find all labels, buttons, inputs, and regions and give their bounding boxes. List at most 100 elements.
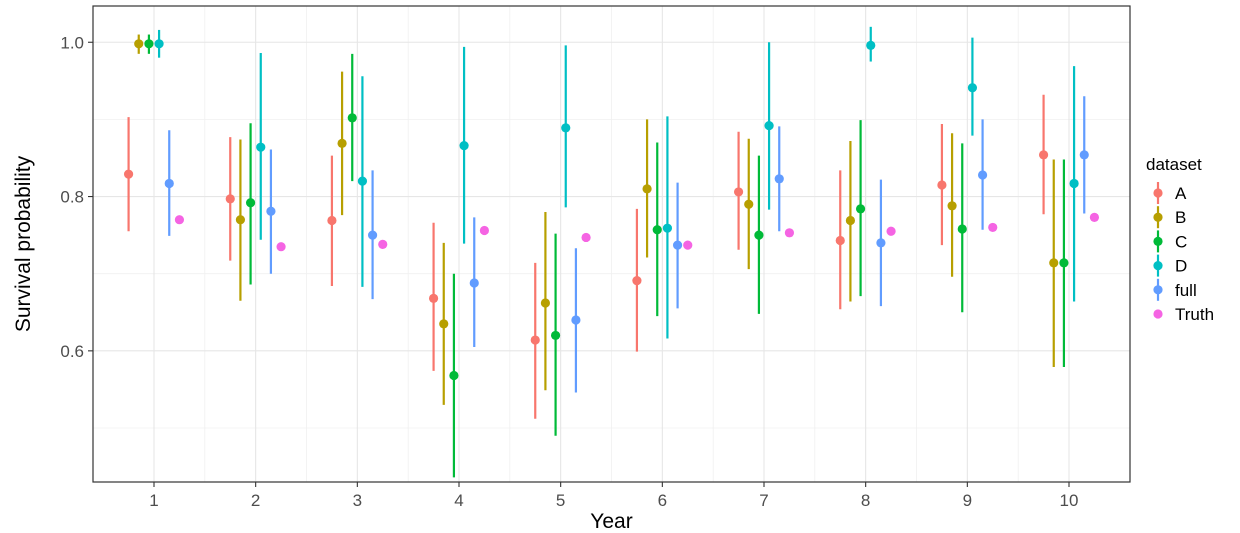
data-point [266, 206, 276, 216]
data-point [439, 319, 449, 329]
legend-label: D [1175, 257, 1187, 276]
x-tick-label: 2 [251, 491, 260, 510]
data-point [469, 278, 479, 288]
data-point [123, 169, 134, 179]
data-point [245, 198, 256, 208]
data-point [886, 226, 896, 236]
data-point [855, 204, 866, 214]
data-point [256, 142, 266, 152]
data-point [1069, 178, 1079, 189]
legend-label: full [1175, 281, 1197, 300]
series-b [134, 34, 1059, 405]
data-point [866, 40, 876, 50]
data-point [550, 330, 561, 341]
x-tick-label: 6 [658, 491, 667, 510]
x-axis: 1 2 3 4 5 6 7 8 9 10 [149, 482, 1078, 510]
data-point [154, 39, 164, 49]
legend-key-point [1153, 285, 1163, 295]
x-tick-label: 8 [861, 491, 870, 510]
x-tick-label: 3 [353, 491, 362, 510]
data-point [876, 238, 886, 248]
x-tick-label: 9 [963, 491, 972, 510]
data-point [937, 180, 947, 190]
data-point [988, 222, 998, 233]
data-point [967, 83, 978, 93]
data-marks [123, 26, 1100, 478]
data-point [235, 215, 246, 225]
data-point [337, 138, 347, 148]
legend-item-a: A [1153, 182, 1187, 204]
legend-label: C [1175, 232, 1187, 251]
legend-item-d: D [1153, 254, 1187, 277]
data-point [662, 223, 673, 233]
x-axis-title: Year [590, 510, 632, 533]
data-point [642, 184, 652, 194]
x-tick-label: 4 [454, 491, 463, 510]
legend-key-point [1153, 212, 1163, 222]
data-point [1089, 212, 1100, 222]
data-point [774, 174, 784, 184]
data-point [845, 215, 856, 226]
data-point [347, 113, 357, 123]
y-tick-label: 0.8 [60, 188, 84, 207]
legend-item-b: B [1153, 206, 1186, 229]
data-point [1038, 150, 1049, 160]
series-full [164, 96, 1089, 393]
data-point [764, 120, 774, 131]
data-point [378, 239, 388, 249]
y-tick-label: 0.6 [60, 342, 84, 361]
data-point [1059, 258, 1069, 268]
data-point [1049, 258, 1059, 268]
legend-item-truth: Truth [1153, 305, 1214, 324]
data-point [225, 194, 235, 204]
data-point [134, 39, 144, 49]
data-point [683, 240, 693, 250]
data-point [957, 224, 967, 234]
plot-border [92, 5, 1131, 483]
data-point [540, 298, 551, 308]
legend-label: A [1175, 184, 1187, 203]
data-point [947, 201, 957, 211]
data-point [571, 315, 581, 325]
series-truth [174, 212, 1100, 252]
data-point [459, 141, 469, 151]
data-point [672, 240, 683, 250]
data-point [449, 370, 459, 381]
series-d [154, 26, 1079, 339]
data-point [479, 225, 490, 236]
legend-key-point [1153, 261, 1163, 271]
data-point [733, 187, 744, 197]
legend-item-c: C [1153, 230, 1187, 253]
data-point [276, 242, 286, 252]
legend-key-point [1153, 309, 1163, 319]
legend-label: B [1175, 208, 1186, 227]
data-point [144, 39, 154, 49]
data-point [754, 230, 764, 240]
y-tick-label: 1.0 [60, 33, 84, 52]
grid-lines [93, 6, 1130, 482]
x-tick-label: 10 [1060, 491, 1079, 510]
data-point [530, 335, 540, 345]
y-axis: 0.6 0.8 1.0 [60, 33, 93, 361]
data-point [357, 176, 368, 186]
data-point [784, 228, 795, 238]
series-c [144, 34, 1069, 478]
data-point [428, 293, 439, 303]
x-tick-label: 7 [759, 491, 768, 510]
data-point [164, 178, 174, 189]
legend-title: dataset [1146, 155, 1202, 174]
data-point [327, 215, 337, 226]
series-a [123, 94, 1049, 419]
legend-key-point [1153, 236, 1163, 246]
y-axis-title: Survival probability [12, 155, 35, 332]
data-point [632, 276, 642, 286]
x-tick-label: 5 [556, 491, 565, 510]
data-point [1079, 150, 1089, 160]
data-point [367, 230, 378, 240]
data-point [174, 215, 185, 225]
legend-item-full: full [1153, 278, 1197, 301]
data-point [835, 235, 845, 246]
legend-key-point [1153, 188, 1163, 198]
